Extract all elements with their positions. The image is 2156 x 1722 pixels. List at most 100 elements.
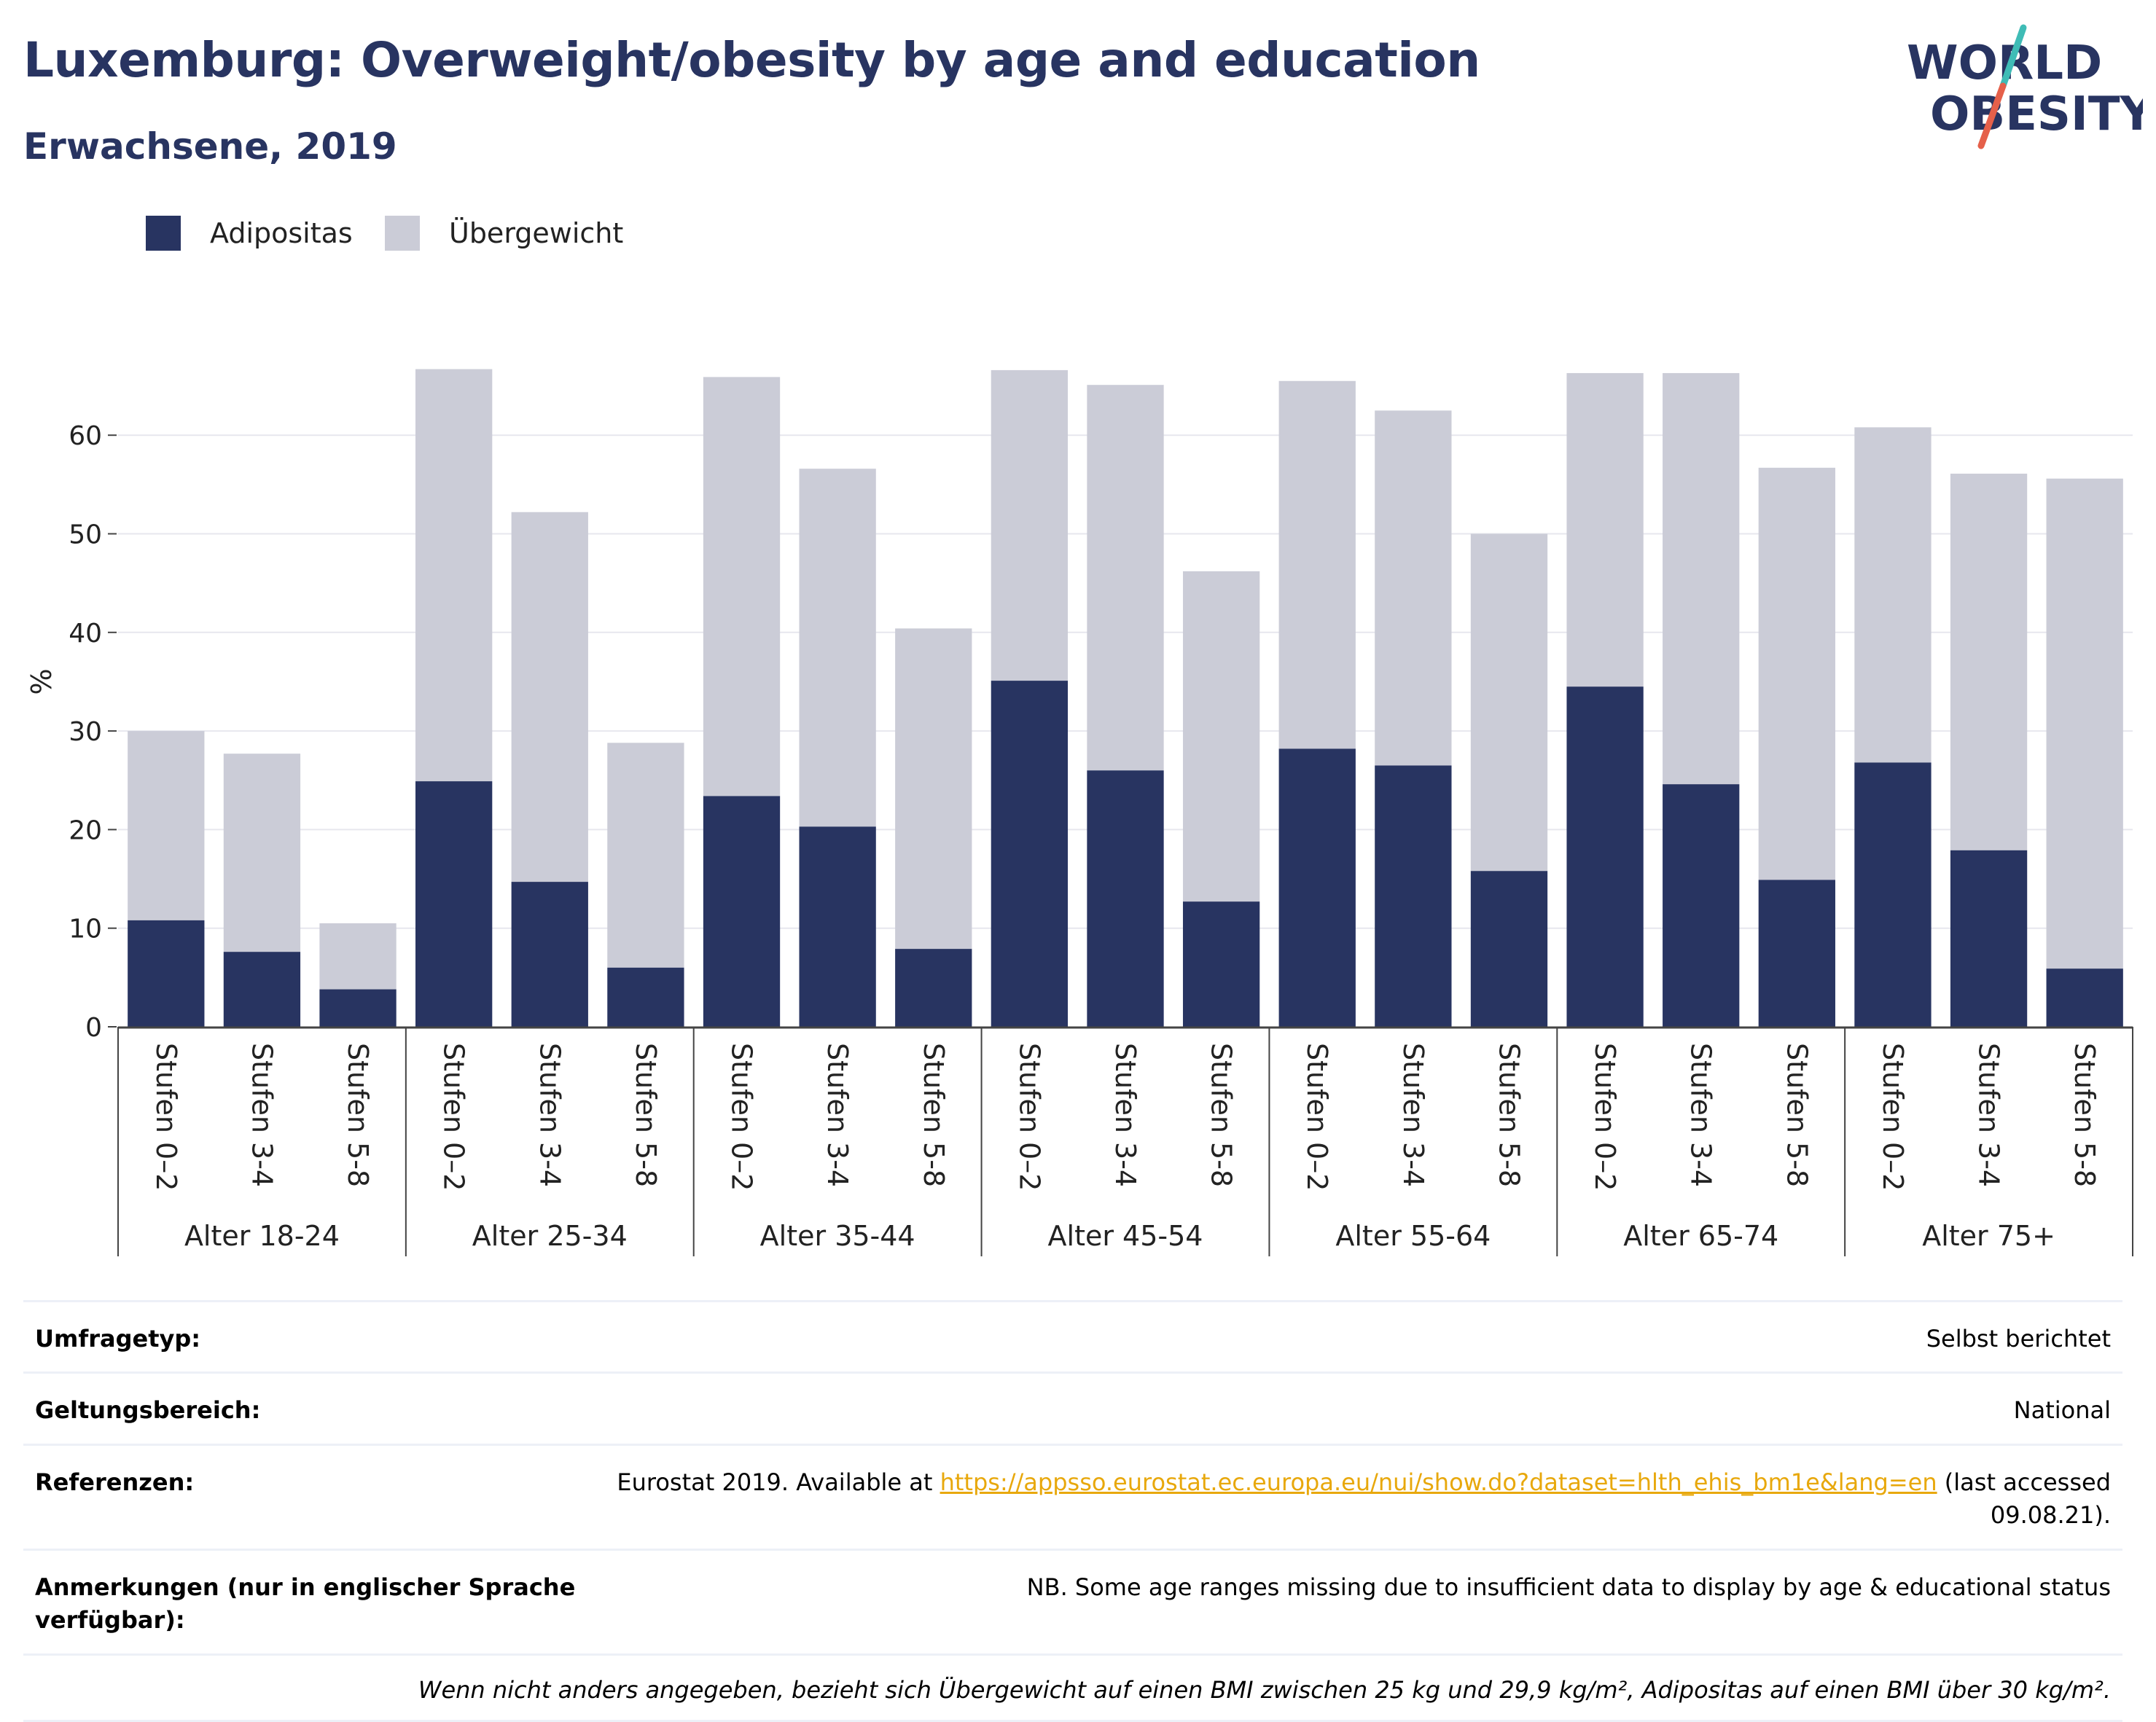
group-label: Alter 45-54: [1048, 1220, 1203, 1252]
x-tick-label: Stufen 3-4: [1109, 1043, 1141, 1187]
bar-obesity: [607, 967, 684, 1027]
bar-obesity: [1278, 748, 1356, 1027]
legend-item-obesity[interactable]: Adipositas: [146, 216, 353, 251]
logo-word-obesity: OBESITY: [1930, 87, 2143, 141]
x-tick-label: Stufen 3-4: [1685, 1043, 1717, 1187]
y-tick-label: 10: [69, 915, 102, 944]
bar-obesity: [1758, 880, 1835, 1027]
y-tick-label: 50: [69, 520, 102, 550]
info-row-coverage: Geltungsbereich: National: [23, 1371, 2122, 1443]
bar-chart: 0 10 20 30 40 50 60% Stufen 0–2 Stufen 3-4 Stufen…: [26, 369, 2133, 1256]
y-tick-label: 40: [69, 619, 102, 649]
bar-overweight: [1854, 427, 1932, 763]
y-tick-label: 20: [69, 815, 102, 845]
bar-obesity: [1663, 784, 1740, 1027]
group-label: Alter 18-24: [184, 1220, 340, 1252]
bar-overweight: [1758, 467, 1835, 880]
coverage-value: National: [2013, 1396, 2111, 1425]
info-row-notes: Anmerkungen (nur in englischer Sprache v…: [23, 1548, 2122, 1653]
info-row-references: Referenzen: Eurostat 2019. Available at …: [23, 1443, 2122, 1549]
bar-overweight: [799, 469, 876, 827]
footnote: Wenn nicht anders angegeben, bezieht sic…: [418, 1675, 2111, 1704]
group-label: Alter 25-34: [472, 1220, 628, 1252]
x-tick-label: Stufen 3-4: [1397, 1043, 1429, 1187]
bar-obesity: [319, 989, 397, 1027]
bar-obesity: [799, 826, 876, 1027]
info-row-footnote: Wenn nicht anders angegeben, bezieht sic…: [23, 1653, 2122, 1720]
bar-overweight: [991, 369, 1069, 681]
bar-overweight: [1950, 473, 2028, 850]
y-tick-label: 30: [69, 717, 102, 747]
x-tick-label: Stufen 5-8: [1206, 1043, 1238, 1187]
info-table: Umfragetyp: Selbst berichtet Geltungsber…: [23, 1300, 2122, 1722]
notes-label: Anmerkungen (nur in englischer Sprache v…: [35, 1573, 576, 1635]
references-text-post: (last accessed 09.08.21).: [1937, 1468, 2111, 1530]
legend-swatch-obesity: [146, 216, 181, 251]
bar-overweight: [1566, 372, 1644, 687]
bar-overweight: [895, 628, 972, 950]
references-value: Eurostat 2019. Available at https://apps…: [580, 1466, 2111, 1533]
x-tick-label: Stufen 0–2: [1301, 1043, 1333, 1191]
bar-overweight: [703, 377, 781, 797]
bar-obesity: [128, 920, 205, 1027]
x-tick-label: Stufen 0–2: [150, 1043, 182, 1191]
bar-overweight: [1278, 380, 1356, 749]
bar-overweight: [223, 754, 301, 952]
bar-obesity: [703, 796, 781, 1027]
y-axis-label: %: [26, 668, 58, 694]
references-label: Referenzen:: [35, 1468, 195, 1496]
notes-value: NB. Some age ranges missing due to insuf…: [1026, 1573, 2111, 1601]
references-link[interactable]: https://appsso.eurostat.ec.europa.eu/nui…: [940, 1468, 1937, 1496]
x-tick-label: Stufen 5-8: [630, 1043, 662, 1187]
group-label: Alter 75+: [1922, 1220, 2055, 1252]
x-tick-label: Stufen 5-8: [2069, 1043, 2101, 1187]
bar-obesity: [1087, 770, 1164, 1027]
x-tick-label: Stufen 3-4: [534, 1043, 566, 1187]
bar-obesity: [1182, 901, 1260, 1027]
bar-overweight: [1182, 571, 1260, 902]
survey-type-value: Selbst berichtet: [1926, 1325, 2111, 1353]
bar-overweight: [511, 512, 588, 882]
logo-slash-bottom: [1977, 82, 2007, 149]
info-row-survey-type: Umfragetyp: Selbst berichtet: [23, 1300, 2122, 1371]
x-tick-label: Stufen 0–2: [1589, 1043, 1621, 1191]
bar-obesity: [2046, 968, 2123, 1027]
references-text-pre: Eurostat 2019. Available at: [617, 1468, 940, 1496]
bar-overweight: [319, 923, 397, 990]
x-tick-label: Stufen 0–2: [1013, 1043, 1045, 1191]
bar-obesity: [1950, 850, 2028, 1027]
bar-overweight: [415, 369, 493, 782]
chart-title: Luxemburg: Overweight/obesity by age and…: [23, 32, 1480, 88]
bar-obesity: [1566, 686, 1644, 1027]
bar-obesity: [415, 781, 493, 1027]
x-tick-label: Stufen 5-8: [1781, 1043, 1813, 1187]
bar-overweight: [1663, 372, 1740, 785]
bar-overweight: [1087, 385, 1164, 771]
bar-overweight: [2046, 478, 2123, 969]
bar-overweight: [128, 731, 205, 920]
y-tick-label: 60: [69, 421, 102, 451]
x-tick-label: Stufen 5-8: [342, 1043, 374, 1187]
info-table-end: [23, 1719, 2122, 1722]
x-tick-label: Stufen 3-4: [1973, 1043, 2005, 1187]
group-label: Alter 65-74: [1623, 1220, 1778, 1252]
x-tick-label: Stufen 3-4: [246, 1043, 278, 1187]
legend-label-overweight: Übergewicht: [449, 217, 624, 249]
bar-obesity: [895, 949, 972, 1027]
bar-obesity: [1854, 762, 1932, 1027]
legend-swatch-overweight: [385, 216, 420, 251]
bar-overweight: [1375, 410, 1452, 766]
x-tick-label: Stufen 0–2: [438, 1043, 470, 1191]
group-label: Alter 35-44: [760, 1220, 915, 1252]
bar-obesity: [511, 882, 588, 1027]
coverage-label: Geltungsbereich:: [35, 1396, 261, 1425]
legend-item-overweight[interactable]: Übergewicht: [385, 216, 623, 251]
x-tick-label: Stufen 3-4: [821, 1043, 854, 1187]
group-label: Alter 55-64: [1335, 1220, 1491, 1252]
bar-obesity: [223, 952, 301, 1027]
legend-label-obesity: Adipositas: [210, 217, 353, 249]
x-tick-label: Stufen 0–2: [1877, 1043, 1909, 1191]
x-tick-label: Stufen 5-8: [918, 1043, 950, 1187]
bar-obesity: [991, 681, 1069, 1027]
bar-overweight: [607, 743, 684, 968]
